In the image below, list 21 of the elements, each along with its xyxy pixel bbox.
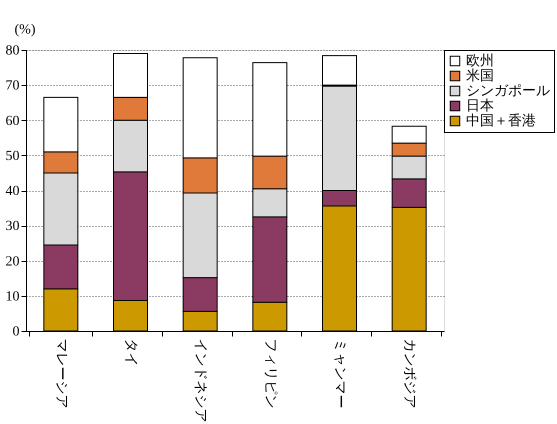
legend-label: 中国＋香港 (466, 113, 536, 129)
legend-label: 日本 (466, 98, 494, 114)
legend-label: シンガポール (466, 84, 550, 99)
y-tick-label: 80 (6, 44, 20, 58)
y-tick-label: 40 (6, 184, 20, 199)
y-axis-title: (%) (14, 22, 36, 38)
x-tick-label: マレーシア (53, 338, 68, 408)
y-tick-label: 30 (6, 219, 20, 234)
x-tick-label: タイ (123, 338, 138, 366)
x-tick-label: インドネシア (192, 338, 208, 422)
x-tick-label: ミャンマー (332, 338, 347, 408)
y-tick-label: 70 (6, 78, 20, 94)
y-tick-label: 10 (6, 289, 20, 304)
x-tick-label: カンボジア (402, 338, 418, 408)
y-tick-label: 20 (6, 254, 20, 270)
legend-label: 米国 (466, 68, 494, 84)
y-tick-label: 60 (6, 114, 20, 129)
x-tick-label: フィリピン (262, 338, 278, 408)
legend-label: 欧州 (466, 53, 494, 69)
y-tick-label: 50 (6, 148, 20, 164)
y-tick-label: 0 (12, 324, 20, 340)
